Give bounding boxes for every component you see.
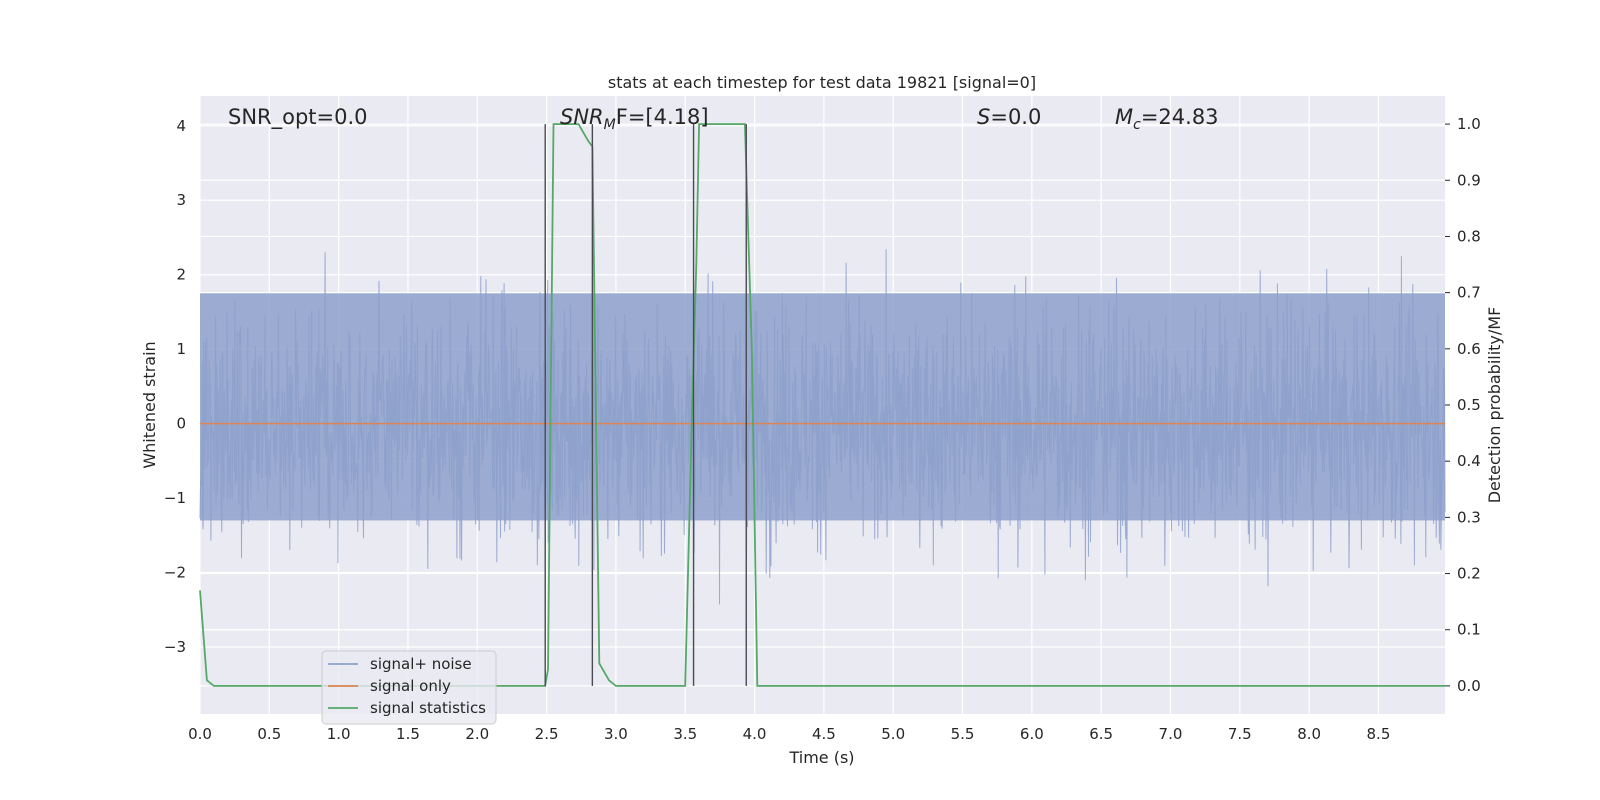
statistics-line [199, 123, 1445, 687]
x-axis-ticks: 0.0 0.5 1.0 1.5 2.0 2.5 3.0 3.5 4.0 4.5 5.0 5.5 6.0 6… [188, 725, 1390, 743]
annotation-mc-symbol: M [1115, 105, 1133, 129]
annotation-snr-mf: SNRMF=[4.18] [560, 105, 709, 133]
y2-tick-label: 0.9 [1457, 171, 1481, 189]
x-tick-label: 1.5 [396, 725, 420, 743]
y2-tick-label: 0.4 [1457, 452, 1481, 470]
x-tick-label: 5.5 [951, 725, 975, 743]
x-tick-label: 1.0 [327, 725, 351, 743]
legend-label-statistics: signal statistics [370, 699, 486, 717]
x-tick-label: 0.0 [188, 725, 212, 743]
y2-tick-label: 0.0 [1457, 677, 1481, 695]
detection-markers [544, 124, 747, 686]
y2-tick-label: 0.6 [1457, 340, 1481, 358]
x-tick-label: 2.5 [535, 725, 559, 743]
y-tick-label: −2 [164, 564, 186, 582]
statistics-series [199, 123, 1445, 687]
y2-tick-label: 1.0 [1457, 115, 1481, 133]
y2-tick-label: 0.5 [1457, 396, 1481, 414]
x-tick-label: 3.0 [604, 725, 628, 743]
annotation-s: S=0.0 [977, 105, 1041, 129]
y2-tick-label: 0.2 [1457, 565, 1481, 583]
y-axis-label: Whitened strain [140, 341, 159, 468]
x-tick-label: 4.0 [743, 725, 767, 743]
annotation-mc-sub: c [1133, 117, 1141, 133]
annotation-snr-mf-sub: M [604, 117, 616, 133]
annotation-snr-mf-base: SNR [560, 105, 604, 129]
y-tick-label: 2 [176, 266, 186, 284]
y-tick-label: −1 [164, 489, 186, 507]
y-tick-label: −3 [164, 638, 186, 656]
y-axis-ticks: −3 −2 −1 0 1 2 3 4 [164, 117, 186, 656]
y2-tick-label: 0.3 [1457, 508, 1481, 526]
annotation-s-symbol: S [977, 105, 990, 129]
x-tick-label: 8.0 [1297, 725, 1321, 743]
noise-series [199, 249, 1446, 605]
x-tick-label: 2.0 [465, 725, 489, 743]
y2-axis-label: Detection probability/MF [1485, 307, 1504, 504]
x-tick-label: 8.5 [1367, 725, 1391, 743]
legend: signal+ noise signal only signal statist… [321, 650, 497, 725]
x-tick-label: 6.5 [1089, 725, 1113, 743]
y2-tick-label: 0.8 [1457, 227, 1481, 245]
annotation-mc: Mc=24.83 [1115, 105, 1219, 133]
annotation-s-value: =0.0 [990, 105, 1041, 129]
y-tick-label: 4 [176, 117, 186, 135]
x-tick-label: 4.5 [812, 725, 836, 743]
annotation-mc-value: =24.83 [1141, 105, 1219, 129]
x-tick-label: 0.5 [257, 725, 281, 743]
y-tick-label: 1 [176, 340, 186, 358]
x-tick-label: 7.0 [1159, 725, 1183, 743]
y2-tick-label: 0.7 [1457, 284, 1481, 302]
legend-box [321, 650, 497, 725]
x-tick-label: 6.0 [1020, 725, 1044, 743]
chart-title: stats at each timestep for test data 198… [608, 73, 1036, 92]
noise-line [199, 249, 1446, 605]
legend-label-signal: signal only [370, 677, 451, 695]
x-tick-label: 3.5 [673, 725, 697, 743]
x-tick-label: 5.0 [881, 725, 905, 743]
y-tick-label: 3 [176, 191, 186, 209]
y-tick-label: 0 [176, 415, 186, 433]
y2-axis-ticks: 0.0 0.1 0.2 0.3 0.4 0.5 0.6 0.7 0.8 0.9 1.0 [1445, 115, 1481, 695]
y2-tick-label: 0.1 [1457, 621, 1481, 639]
annotation-snr-opt: SNR_opt=0.0 [228, 105, 368, 130]
annotation-snr-mf-value: F=[4.18] [616, 105, 709, 129]
x-axis-label: Time (s) [788, 748, 854, 767]
legend-label-noise: signal+ noise [370, 655, 472, 673]
x-tick-label: 7.5 [1228, 725, 1252, 743]
